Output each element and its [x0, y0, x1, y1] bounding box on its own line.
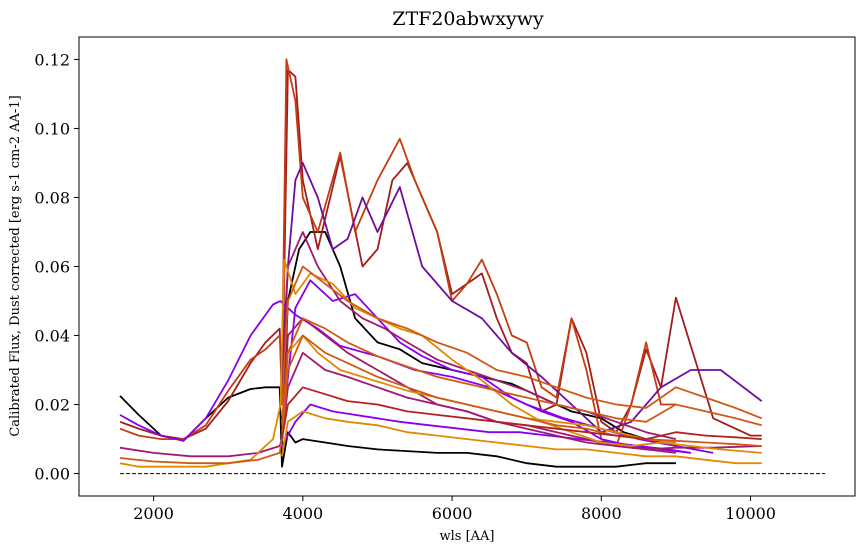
y-axis-ticks: 0.00 0.02 0.04 0.06 0.08 0.10 0.12 — [34, 50, 79, 484]
series-line-13 — [281, 410, 762, 465]
y-tick-label: 0.04 — [34, 327, 70, 346]
y-axis-label: Calibrated Flux, Dust corrected [erg s-1… — [8, 95, 23, 436]
y-tick-label: 0.06 — [34, 258, 70, 277]
x-tick-label: 8000 — [581, 504, 622, 523]
y-tick-label: 0.10 — [34, 119, 70, 138]
series-line-1 — [119, 386, 676, 468]
series-line-10 — [281, 351, 677, 454]
series-line-17 — [281, 317, 762, 427]
chart-title: ZTF20abwxywy — [392, 8, 544, 30]
series-line-7 — [281, 279, 691, 454]
series-lines — [119, 58, 763, 468]
series-line-16 — [281, 265, 763, 420]
x-axis-ticks: 2000 4000 6000 8000 10000 — [133, 496, 776, 523]
series-line-5 — [281, 162, 763, 434]
x-tick-label: 2000 — [133, 504, 174, 523]
series-line-6 — [119, 300, 714, 454]
y-tick-label: 0.12 — [34, 50, 70, 69]
x-tick-label: 10000 — [725, 504, 776, 523]
y-tick-label: 0.08 — [34, 188, 70, 207]
x-tick-label: 4000 — [282, 504, 323, 523]
x-tick-label: 6000 — [432, 504, 473, 523]
series-line-12 — [119, 258, 762, 468]
series-line-11 — [281, 231, 677, 440]
y-tick-label: 0.02 — [34, 396, 70, 415]
series-line-18 — [281, 386, 762, 441]
series-line-4 — [119, 58, 676, 447]
y-tick-label: 0.00 — [34, 465, 70, 484]
plot-frame — [78, 36, 856, 497]
x-axis-label: wls [AA] — [439, 529, 494, 544]
